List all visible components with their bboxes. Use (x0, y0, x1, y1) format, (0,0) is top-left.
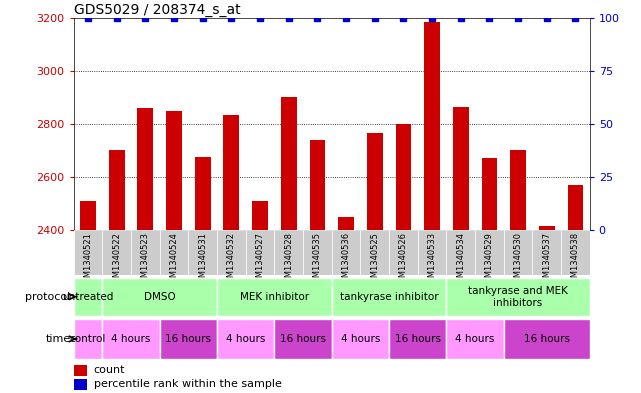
Bar (389, 230, 418, 275)
Bar (74, 365, 87, 376)
Text: tankyrase inhibitor: tankyrase inhibitor (340, 292, 438, 302)
Bar (504, 230, 533, 275)
Text: GSM1340527: GSM1340527 (256, 232, 265, 288)
Bar (539, 226, 554, 230)
Text: GSM1340533: GSM1340533 (428, 232, 437, 288)
Text: 16 hours: 16 hours (524, 334, 570, 344)
Bar (131, 230, 160, 275)
Bar (217, 319, 274, 359)
Bar (360, 230, 389, 275)
Text: control: control (70, 334, 106, 344)
Bar (446, 230, 475, 275)
Text: GSM1340524: GSM1340524 (170, 232, 179, 288)
Bar (166, 110, 182, 230)
Bar (138, 108, 153, 230)
Text: GSM1340537: GSM1340537 (542, 232, 551, 288)
Bar (74, 278, 103, 316)
Text: time: time (46, 334, 71, 344)
Text: protocol: protocol (25, 292, 71, 302)
Bar (74, 230, 103, 275)
Text: GSM1340521: GSM1340521 (83, 232, 92, 288)
Text: 16 hours: 16 hours (165, 334, 212, 344)
Bar (160, 230, 188, 275)
Text: 4 hours: 4 hours (455, 334, 495, 344)
Text: GSM1340532: GSM1340532 (227, 232, 236, 288)
Text: GSM1340529: GSM1340529 (485, 232, 494, 288)
Bar (160, 319, 217, 359)
Bar (446, 319, 504, 359)
Bar (446, 278, 590, 316)
Bar (281, 97, 297, 230)
Bar (567, 185, 583, 230)
Text: GSM1340535: GSM1340535 (313, 232, 322, 288)
Bar (74, 379, 87, 390)
Bar (418, 230, 446, 275)
Bar (510, 150, 526, 230)
Text: GSM1340531: GSM1340531 (198, 232, 207, 288)
Text: 16 hours: 16 hours (395, 334, 441, 344)
Bar (217, 278, 332, 316)
Bar (481, 158, 497, 230)
Bar (103, 230, 131, 275)
Bar (109, 150, 124, 230)
Bar (453, 107, 469, 230)
Text: GSM1340534: GSM1340534 (456, 232, 465, 288)
Text: 16 hours: 16 hours (280, 334, 326, 344)
Text: percentile rank within the sample: percentile rank within the sample (94, 379, 281, 389)
Text: GSM1340536: GSM1340536 (342, 232, 351, 288)
Bar (424, 22, 440, 230)
Bar (338, 217, 354, 230)
Bar (561, 230, 590, 275)
Text: GSM1340528: GSM1340528 (284, 232, 293, 288)
Bar (252, 201, 268, 230)
Bar (367, 133, 383, 230)
Text: count: count (94, 365, 125, 375)
Text: 4 hours: 4 hours (226, 334, 265, 344)
Text: tankyrase and MEK
inhibitors: tankyrase and MEK inhibitors (468, 286, 568, 307)
Text: DMSO: DMSO (144, 292, 176, 302)
Text: GSM1340526: GSM1340526 (399, 232, 408, 288)
Bar (224, 114, 239, 230)
Text: GSM1340523: GSM1340523 (141, 232, 150, 288)
Bar (504, 319, 590, 359)
Bar (80, 201, 96, 230)
Text: GSM1340538: GSM1340538 (571, 232, 580, 288)
Text: GDS5029 / 208374_s_at: GDS5029 / 208374_s_at (74, 3, 240, 17)
Bar (195, 157, 211, 230)
Text: GSM1340522: GSM1340522 (112, 232, 121, 288)
Bar (310, 140, 325, 230)
Text: GSM1340530: GSM1340530 (513, 232, 522, 288)
Bar (332, 278, 446, 316)
Bar (74, 319, 103, 359)
Text: untreated: untreated (62, 292, 113, 302)
Bar (533, 230, 561, 275)
Bar (274, 319, 332, 359)
Bar (389, 319, 446, 359)
Text: MEK inhibitor: MEK inhibitor (240, 292, 309, 302)
Bar (246, 230, 274, 275)
Text: 4 hours: 4 hours (341, 334, 380, 344)
Text: 4 hours: 4 hours (112, 334, 151, 344)
Bar (332, 230, 360, 275)
Bar (303, 230, 332, 275)
Bar (475, 230, 504, 275)
Bar (395, 124, 412, 230)
Text: GSM1340525: GSM1340525 (370, 232, 379, 288)
Bar (274, 230, 303, 275)
Bar (217, 230, 246, 275)
Bar (103, 319, 160, 359)
Bar (188, 230, 217, 275)
Bar (332, 319, 389, 359)
Bar (103, 278, 217, 316)
